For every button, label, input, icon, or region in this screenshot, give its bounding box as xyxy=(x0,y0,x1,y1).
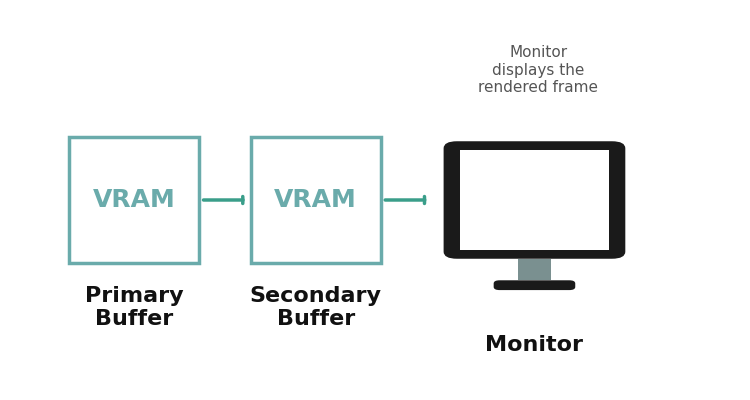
Text: Monitor: Monitor xyxy=(485,335,584,355)
Text: VRAM: VRAM xyxy=(92,188,176,212)
Bar xyxy=(518,259,551,280)
FancyBboxPatch shape xyxy=(251,137,380,263)
FancyBboxPatch shape xyxy=(460,150,609,250)
Text: Secondary
Buffer: Secondary Buffer xyxy=(250,286,382,329)
FancyBboxPatch shape xyxy=(443,141,626,259)
Text: Primary
Buffer: Primary Buffer xyxy=(85,286,183,329)
Text: Monitor
displays the
rendered frame: Monitor displays the rendered frame xyxy=(478,45,598,95)
FancyBboxPatch shape xyxy=(69,137,199,263)
FancyBboxPatch shape xyxy=(494,280,575,290)
Text: VRAM: VRAM xyxy=(274,188,357,212)
